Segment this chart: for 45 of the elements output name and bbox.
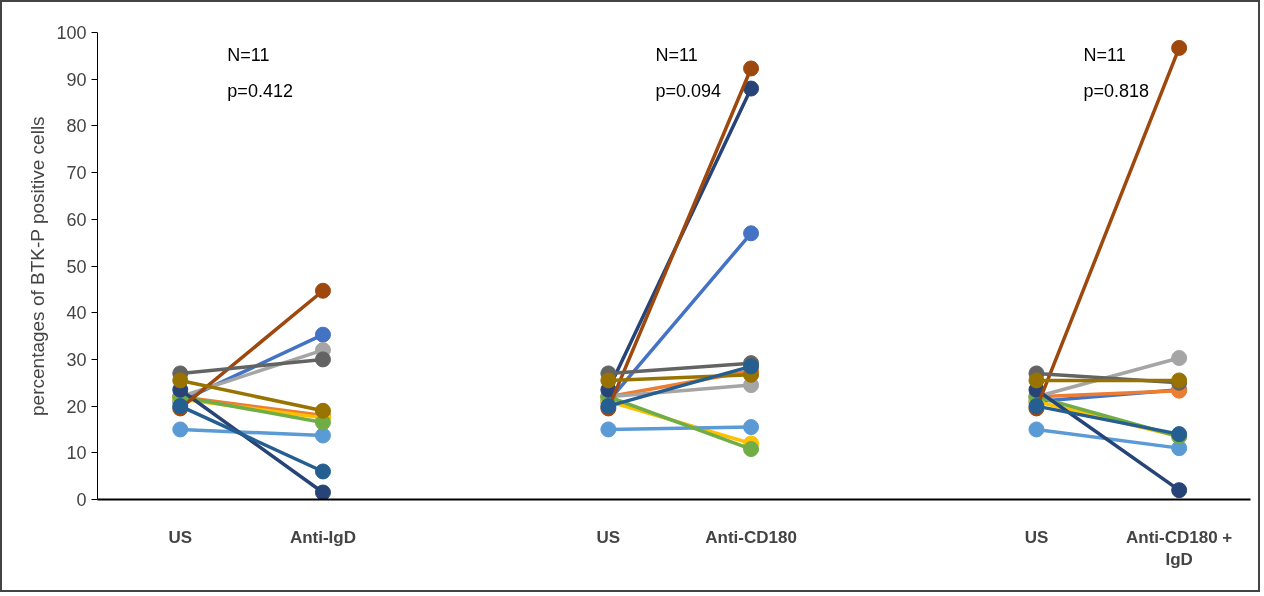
point: [314, 326, 331, 343]
y-tick-label: 100: [56, 23, 87, 43]
point: [172, 372, 189, 389]
y-tick-label: 0: [76, 490, 87, 510]
point: [172, 421, 189, 438]
annotation: p=0.412: [227, 80, 293, 101]
point: [314, 402, 331, 419]
point: [1171, 39, 1188, 56]
point: [1171, 350, 1188, 366]
x-tick-label: US: [596, 527, 621, 547]
point: [743, 441, 760, 458]
point: [743, 225, 760, 242]
point: [1171, 482, 1188, 499]
annotation: p=0.094: [655, 80, 722, 101]
point: [314, 427, 331, 444]
annotation: p=0.818: [1083, 80, 1150, 101]
y-tick-label: 20: [66, 396, 87, 417]
x-tick-label: Anti-IgD: [289, 527, 357, 547]
y-tick-label: 70: [66, 163, 87, 184]
y-tick-label: 10: [66, 443, 87, 464]
point: [743, 419, 760, 436]
x-tick-label: US: [168, 527, 193, 547]
y-tick-label: 50: [66, 256, 87, 277]
point: [1028, 372, 1045, 389]
annotation: N=11: [227, 45, 270, 66]
y-axis-title: percentages of BTK-P positive cells: [27, 116, 49, 416]
x-tick-label: Anti-CD180: [705, 527, 797, 547]
point: [314, 351, 331, 368]
annotation: N=11: [655, 45, 698, 66]
point: [743, 80, 760, 97]
y-tick-label: 40: [66, 303, 87, 324]
y-tick-label: 30: [66, 349, 87, 370]
point: [314, 463, 331, 480]
y-tick-label: 60: [66, 209, 87, 230]
point: [314, 484, 331, 500]
y-tick-label: 90: [66, 69, 87, 90]
annotation: N=11: [1083, 45, 1126, 66]
x-tick-label: Anti-CD180 + IgD: [1126, 527, 1233, 570]
y-tick-label: 80: [66, 116, 87, 137]
point: [600, 421, 617, 438]
point: [314, 282, 331, 299]
x-tick-label: US: [1024, 527, 1049, 547]
point: [743, 60, 760, 77]
point: [600, 372, 617, 389]
point: [1028, 421, 1045, 438]
